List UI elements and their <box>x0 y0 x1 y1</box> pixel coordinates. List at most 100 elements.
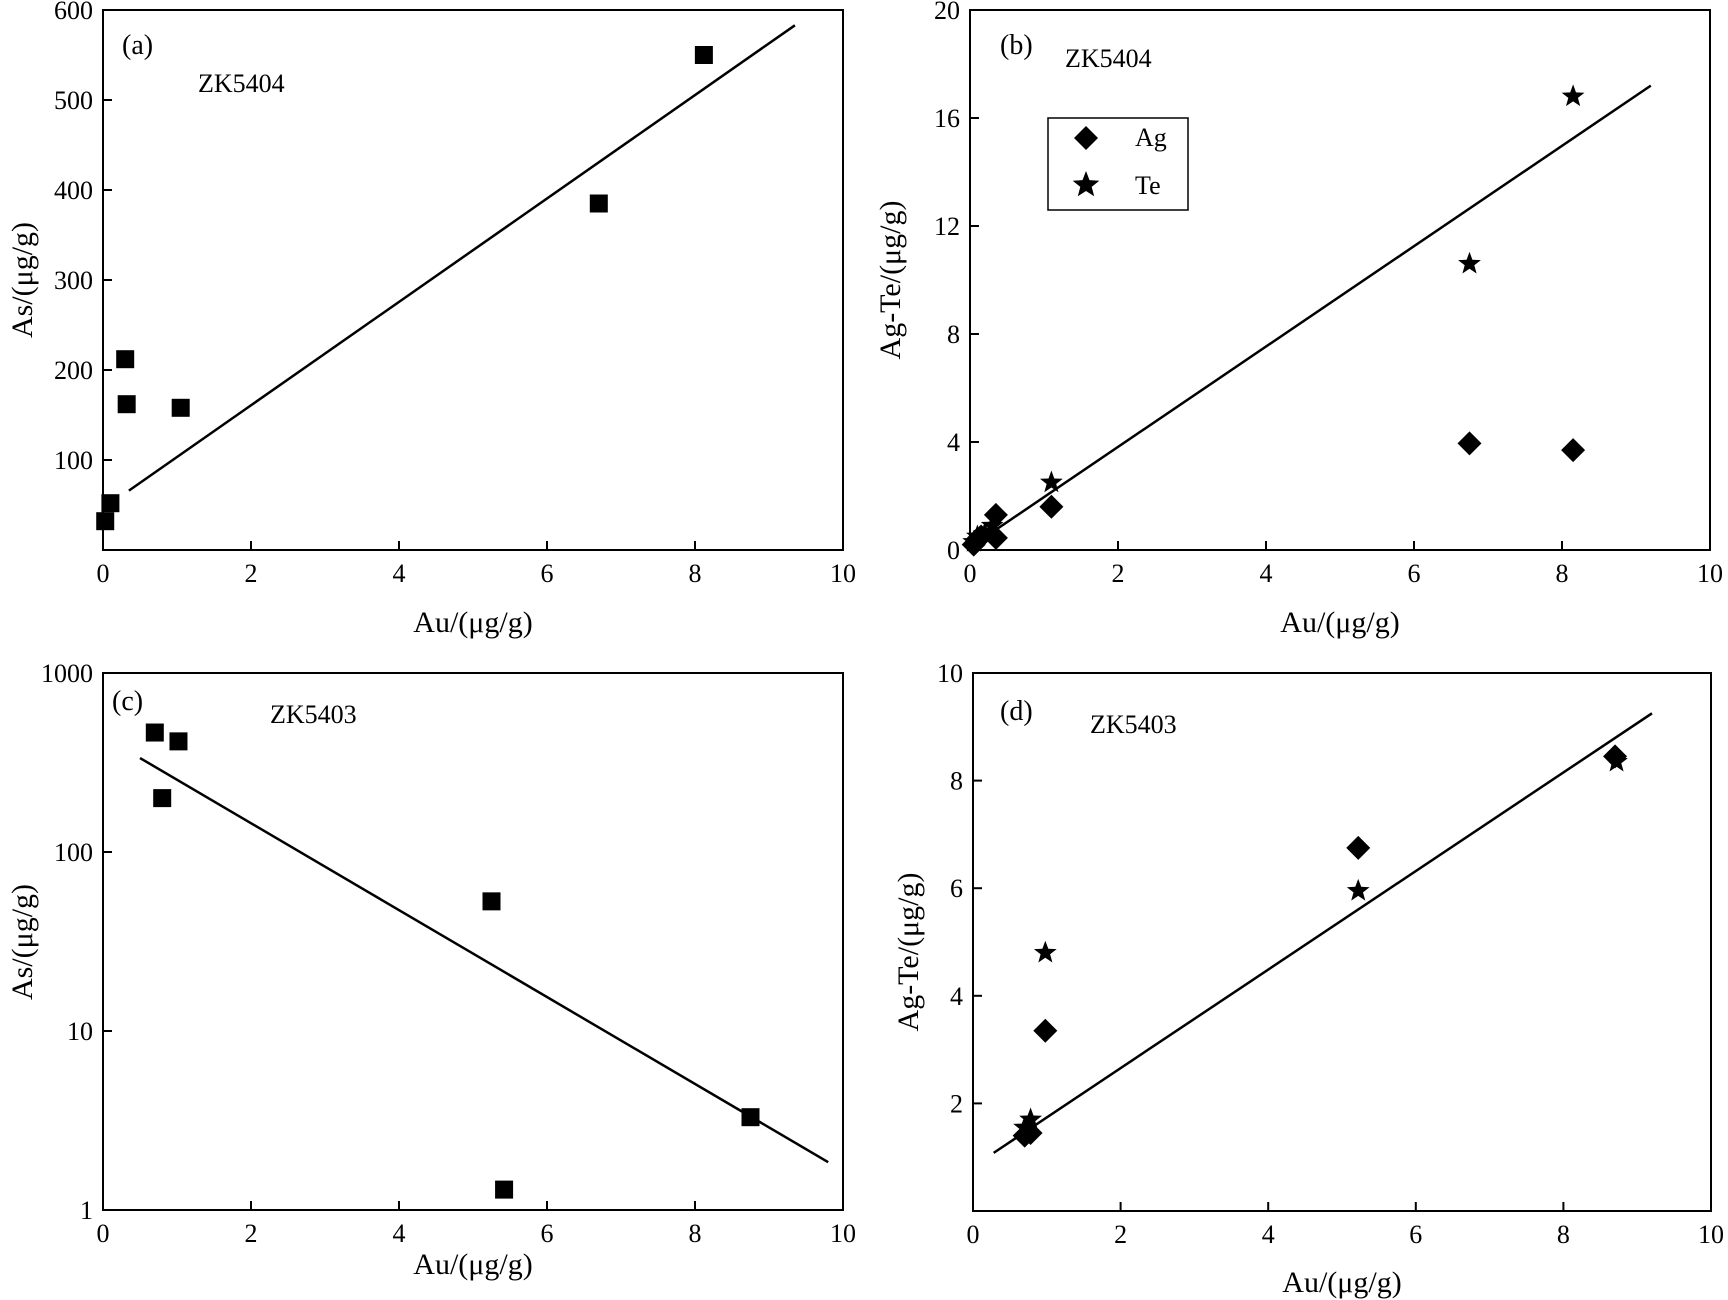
panel-b-ag-point <box>1457 431 1482 456</box>
panel-d-x-tick-label: 4 <box>1262 1220 1275 1249</box>
panel-b-te-point <box>973 521 997 544</box>
panel-a-as-point <box>171 398 190 417</box>
panel-d-data-points <box>1012 744 1628 1148</box>
panel-b-x-tick-label: 8 <box>1556 559 1569 588</box>
panel-c-fit-lines <box>139 756 829 1164</box>
panel-d-x-tick-label: 8 <box>1557 1220 1570 1249</box>
panel-b-y-tick-label: 8 <box>947 320 960 349</box>
panel-d-ag-point <box>1346 835 1371 860</box>
panel-b-label: (b) <box>1000 30 1033 61</box>
panel-b-te-point <box>980 513 1004 536</box>
panel-b-y-tick-label: 20 <box>934 0 960 25</box>
panel-b-fit-lines <box>969 84 1652 549</box>
panel-b-x-tick-label: 0 <box>964 559 977 588</box>
panel-d-y-tick-label: 6 <box>950 874 963 903</box>
legend-ag-label: Ag <box>1135 123 1167 152</box>
panel-a-x-tick-label: 4 <box>393 559 406 588</box>
panel-b-y-tick-label: 0 <box>947 536 960 565</box>
panel-c-x-tick-label: 10 <box>830 1219 856 1248</box>
panel-a-label: (a) <box>122 30 153 61</box>
panel-d-x-axis-label: Au/(μg/g) <box>1282 1266 1401 1299</box>
panel-d-x-tick-label: 0 <box>967 1220 980 1249</box>
panel-c-x-axis-label: Au/(μg/g) <box>413 1248 532 1281</box>
panel-a-fit-line <box>128 24 796 492</box>
panel-d-x-tick-label: 10 <box>1698 1220 1724 1249</box>
panel-b-data-points <box>961 84 1586 557</box>
panel-c-as-point <box>145 723 164 742</box>
panel-a-as-point <box>117 395 136 414</box>
panel-b-y-tick-label: 16 <box>934 104 960 133</box>
legend-te-marker <box>1072 171 1100 197</box>
panel-a-x-tick-label: 8 <box>689 559 702 588</box>
panel-a-y-tick-label: 500 <box>54 86 93 115</box>
panel-d-well-label: ZK5403 <box>1090 710 1177 739</box>
panel-b-y-tick-label: 4 <box>947 428 960 457</box>
panel-c-x-tick-label: 2 <box>245 1219 258 1248</box>
panel-a-fit-lines <box>128 24 796 492</box>
panel-b-te-point <box>1561 84 1585 107</box>
panel-a-as-point <box>589 194 608 213</box>
panel-b-x-tick-label: 10 <box>1697 559 1723 588</box>
legend-box <box>1047 117 1189 211</box>
panel-a-x-tick-label: 6 <box>541 559 554 588</box>
legend-te-label: Te <box>1135 171 1161 200</box>
panel-b-te-point <box>966 524 989 547</box>
panel-c-x-tick-label: 8 <box>689 1219 702 1248</box>
panel-c-plot-frame <box>102 672 844 1211</box>
panel-d-y-tick-label: 8 <box>950 767 963 796</box>
panel-d-y-tick-label: 2 <box>950 1089 963 1118</box>
panel-c-x-tick-label: 6 <box>541 1219 554 1248</box>
panel-b-legend: Ag Te <box>1047 117 1189 211</box>
panel-a-x-axis-label: Au/(μg/g) <box>413 606 532 639</box>
panel-a-data-points <box>96 46 713 531</box>
panel-d-y-tick-label: 10 <box>937 659 963 688</box>
panel-c-well-label: ZK5403 <box>270 700 357 729</box>
panel-b-well-label: ZK5404 <box>1065 44 1152 73</box>
panel-d-x-tick-label: 2 <box>1114 1220 1127 1249</box>
panel-c: (c) ZK5403 Au/(μg/g) As/(μg/g) 0 2 4 6 8 10 1 1… <box>6 659 856 1281</box>
panel-b-x-tick-label: 2 <box>1112 559 1125 588</box>
legend-ag-marker <box>1074 126 1098 150</box>
panel-b-x-tick-label: 4 <box>1260 559 1273 588</box>
panel-c-x-tick-label: 4 <box>393 1219 406 1248</box>
panel-b-ticks: 0 2 4 6 8 10 0 4 8 12 16 20 <box>934 0 1723 588</box>
panel-c-fit-line <box>139 756 829 1164</box>
panel-b-x-tick-label: 6 <box>1408 559 1421 588</box>
panel-d-te-point <box>1019 1107 1042 1130</box>
panel-a-as-point <box>96 512 115 531</box>
panel-a-as-point <box>101 494 120 513</box>
panel-d-y-axis-label: Ag-Te/(μg/g) <box>892 873 925 1032</box>
panel-a-ticks: 0 2 4 6 8 10 100 200 300 400 500 600 <box>54 0 856 588</box>
panel-b-y-tick-label: 12 <box>934 212 960 241</box>
panel-b-y-axis-label: Ag-Te/(μg/g) <box>874 201 907 360</box>
panel-c-as-point <box>482 892 501 911</box>
panel-a-y-tick-label: 200 <box>54 356 93 385</box>
panel-d-label: (d) <box>1000 696 1033 727</box>
panel-c-y-axis-label: As/(μg/g) <box>6 884 39 1000</box>
panel-d: (d) ZK5403 Au/(μg/g) Ag-Te/(μg/g) 0 2 4 6 8 1… <box>892 659 1724 1299</box>
panel-c-y-tick-label: 1 <box>80 1196 93 1225</box>
panel-c-y-tick-label: 10 <box>67 1017 93 1046</box>
panel-a-well-label: ZK5404 <box>198 69 285 98</box>
panel-b-plot-frame <box>969 9 1711 551</box>
panel-c-as-point <box>169 732 188 751</box>
panel-c-ticks: 0 2 4 6 8 10 1 10 100 1000 <box>41 659 856 1248</box>
panel-a-as-point <box>116 350 135 369</box>
panel-b-te-point <box>1458 251 1481 274</box>
panel-c-label: (c) <box>112 686 143 717</box>
panel-c-as-point <box>741 1108 760 1127</box>
panel-c-y-tick-label: 1000 <box>41 659 93 688</box>
panel-d-ag-point <box>1033 1018 1058 1043</box>
panel-b-x-axis-label: Au/(μg/g) <box>1280 606 1399 639</box>
panel-a-as-point <box>694 46 713 64</box>
panel-d-fit-lines <box>992 712 1653 1154</box>
panel-a-y-tick-label: 100 <box>54 446 93 475</box>
panel-d-fit-line <box>992 712 1653 1154</box>
panel-d-y-tick-label: 4 <box>950 982 963 1011</box>
panel-d-te-point <box>1033 940 1057 963</box>
panel-d-ticks: 0 2 4 6 8 10 2 4 6 8 10 <box>937 659 1724 1249</box>
panel-a-y-tick-label: 300 <box>54 266 93 295</box>
panel-c-y-tick-label: 100 <box>54 838 93 867</box>
panel-d-te-point <box>1605 749 1628 772</box>
